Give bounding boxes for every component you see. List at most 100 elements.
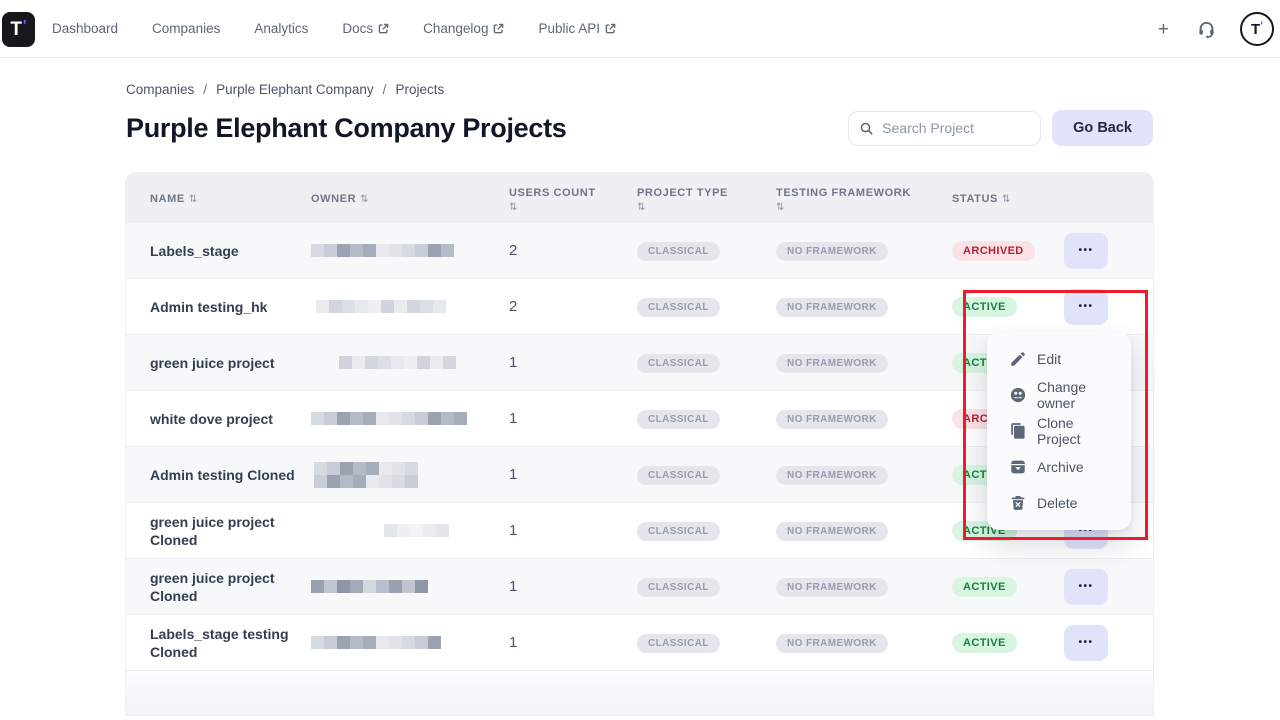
add-button[interactable]: +	[1157, 18, 1169, 40]
testing-framework-badge: NO FRAMEWORK	[776, 409, 888, 429]
search-input[interactable]	[882, 120, 1023, 136]
menu-item-change-owner[interactable]: Change owner	[987, 377, 1131, 413]
project-name: Admin testing Cloned	[150, 466, 295, 483]
status-badge: ACTIVE	[952, 576, 1017, 597]
sort-icon: ⇅	[776, 201, 785, 213]
nav-item-docs[interactable]: Docs	[342, 21, 389, 36]
nav-item-label: Docs	[342, 21, 374, 36]
owner-redacted-name	[311, 580, 431, 593]
search-box[interactable]	[848, 110, 1042, 146]
nav-item-changelog[interactable]: Changelog	[423, 21, 504, 36]
breadcrumb-item-2[interactable]: Purple Elephant Company	[216, 82, 374, 97]
table-row: green juice project 1 CLASSICAL NO FRAMEWOR…	[126, 334, 1153, 390]
row-actions-menu: Edit Change owner Clone Project Archive Dele…	[987, 332, 1131, 530]
testing-framework-badge: NO FRAMEWORK	[776, 465, 888, 485]
column-header-status[interactable]: STATUS ⇅	[952, 189, 1064, 207]
project-type-badge: CLASSICAL	[637, 465, 720, 485]
users-count: 1	[509, 577, 518, 595]
project-type-badge: CLASSICAL	[637, 241, 720, 261]
brand-mark: '	[23, 17, 27, 34]
go-back-button[interactable]: Go Back	[1052, 110, 1153, 146]
table-row: Labels_stage 2 CLASSICAL NO FRAMEWORK ARCHIV…	[126, 222, 1153, 278]
nav-item-public-api[interactable]: Public API	[538, 21, 616, 36]
owner-redacted-name	[311, 412, 469, 425]
row-actions-button[interactable]: •••	[1064, 568, 1108, 605]
nav-item-dashboard[interactable]: Dashboard	[52, 21, 118, 36]
users-count: 1	[509, 633, 518, 651]
menu-item-label: Clone Project	[1037, 415, 1081, 447]
sort-icon: ⇅	[188, 193, 198, 205]
top-navigation-bar: T ' Dashboard Companies Analytics Docs Change…	[0, 0, 1280, 58]
main-content: Companies / Purple Elephant Company / Projec…	[126, 58, 1153, 715]
project-type-badge: CLASSICAL	[637, 297, 720, 317]
owner-redacted-name	[311, 244, 466, 257]
testing-framework-badge: NO FRAMEWORK	[776, 241, 888, 261]
sort-icon: ⇅	[637, 201, 646, 213]
table-row: Admin testing_hk 2 CLASSICAL NO FRAMEWORK AC…	[126, 278, 1153, 334]
column-label: STATUS ⇅	[952, 192, 1011, 205]
change-owner-icon	[1009, 386, 1027, 404]
search-icon	[859, 121, 874, 136]
column-label: NAME ⇅	[150, 192, 198, 205]
column-header-users-count[interactable]: USERS COUNT ⇅	[509, 183, 637, 213]
owner-redacted-name	[384, 524, 454, 537]
nav-item-label: Changelog	[423, 21, 489, 36]
project-name: green juice project	[150, 354, 275, 371]
breadcrumb-separator: /	[203, 82, 208, 97]
sort-icon: ⇅	[1001, 193, 1011, 205]
archive-icon	[1009, 458, 1027, 476]
page-title: Purple Elephant Company Projects	[126, 112, 567, 143]
nav-item-analytics[interactable]: Analytics	[254, 21, 308, 36]
menu-item-edit[interactable]: Edit	[987, 341, 1131, 377]
menu-item-delete[interactable]: Delete	[987, 485, 1131, 521]
breadcrumb-item-1[interactable]: Companies	[126, 82, 195, 97]
table-body: Labels_stage 2 CLASSICAL NO FRAMEWORK ARCHIV…	[126, 222, 1153, 670]
row-actions-button[interactable]: •••	[1064, 232, 1108, 269]
status-badge: ACTIVE	[952, 296, 1017, 317]
table-row: green juice project Cloned 1 CLASSICAL NO F…	[126, 558, 1153, 614]
table-row: green juice project Cloned 1 CLASSICAL NO F…	[126, 502, 1153, 558]
menu-item-label: Delete	[1037, 495, 1078, 511]
column-label: USERS COUNT	[509, 186, 596, 199]
project-name: Labels_stage testing Cloned	[150, 625, 289, 660]
table-partial-next-row	[126, 670, 1153, 715]
users-count: 1	[509, 353, 518, 371]
table-header-row: NAME ⇅ OWNER ⇅ USERS COUNT ⇅ PROJECT TYPE ⇅ TEST…	[126, 173, 1153, 222]
row-actions-button[interactable]: •••	[1064, 288, 1108, 325]
nav-item-label: Dashboard	[52, 21, 119, 36]
brand-logo[interactable]: T '	[2, 12, 35, 47]
nav-item-label: Analytics	[254, 21, 309, 36]
support-headset-icon[interactable]	[1197, 20, 1216, 39]
menu-item-label: Edit	[1037, 351, 1062, 367]
testing-framework-badge: NO FRAMEWORK	[776, 297, 888, 317]
project-type-badge: CLASSICAL	[637, 633, 720, 653]
users-count: 2	[509, 297, 518, 315]
column-label: PROJECT TYPE	[637, 186, 728, 199]
column-header-testing-framework[interactable]: TESTING FRAMEWORK ⇅	[776, 183, 952, 213]
menu-item-archive[interactable]: Archive	[987, 449, 1131, 485]
testing-framework-badge: NO FRAMEWORK	[776, 577, 888, 597]
sort-icon: ⇅	[509, 201, 518, 213]
breadcrumb: Companies / Purple Elephant Company / Projec…	[126, 82, 1153, 97]
row-actions-button[interactable]: •••	[1064, 624, 1108, 661]
column-header-owner[interactable]: OWNER ⇅	[311, 189, 509, 207]
sort-icon: ⇅	[360, 193, 370, 205]
project-type-badge: CLASSICAL	[637, 409, 720, 429]
primary-nav: Dashboard Companies Analytics Docs Changelog…	[0, 21, 616, 36]
nav-item-companies[interactable]: Companies	[152, 21, 220, 36]
clone-icon	[1009, 422, 1027, 440]
external-link-icon	[378, 23, 389, 34]
users-count: 1	[509, 409, 518, 427]
column-header-name[interactable]: NAME ⇅	[126, 189, 311, 207]
project-name: green juice project Cloned	[150, 513, 275, 548]
brand-letter: T	[10, 18, 23, 40]
breadcrumb-item-3[interactable]: Projects	[395, 82, 445, 97]
menu-item-clone-project[interactable]: Clone Project	[987, 413, 1131, 449]
menu-item-label: Change owner	[1037, 379, 1087, 411]
status-badge: ARCHIVED	[952, 240, 1035, 261]
column-header-project-type[interactable]: PROJECT TYPE ⇅	[637, 183, 776, 213]
user-avatar-brand[interactable]: T '	[1240, 12, 1274, 46]
external-link-icon	[493, 23, 504, 34]
breadcrumb-separator: /	[382, 82, 387, 97]
